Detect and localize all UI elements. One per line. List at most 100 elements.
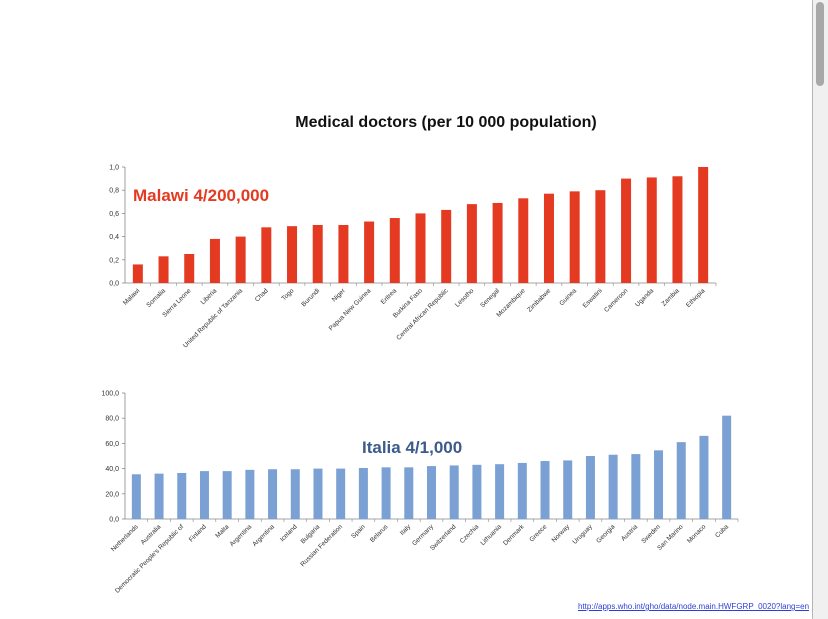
bottom-chart-category-label: Uruguay [572,523,595,546]
bottom-chart-bar [290,469,300,519]
bottom-chart-bar [427,466,436,519]
top-chart-bar [415,213,426,283]
bottom-chart-bar [381,467,391,519]
bottom-chart-category-label: Argentina [251,523,276,548]
top-chart-category-label: Malawi [122,287,141,306]
bottom-chart-y-tick-label: 80,0 [105,416,119,423]
bottom-chart-category-label: Argentina [229,523,254,548]
top-chart-bar [621,178,632,283]
bottom-chart-category-label: Monaco [686,523,708,545]
bottom-chart-category-label: Russian Federation [299,523,344,568]
top-chart-category-label: Niger [331,287,348,304]
top-chart-y-tick-label: 0,2 [109,257,119,264]
top-chart-bar [184,254,195,283]
top-chart-category-label: Uganda [634,287,655,308]
top-chart-y-tick-label: 0,0 [109,281,119,288]
top-chart-bar [132,264,143,283]
top-chart-bar [466,204,477,283]
bottom-chart-category-label: Australia [140,523,163,546]
top-chart-bar [441,209,452,283]
bottom-chart-bar [654,450,664,519]
top-chart-bar [312,225,323,283]
bottom-chart-y-tick-label: 60,0 [105,441,119,448]
scrollbar-track[interactable] [813,0,828,619]
bottom-chart-bar [154,473,164,519]
top-chart-category-label: Somalia [145,287,167,309]
bottom-chart-y-tick-label: 0,0 [109,517,119,524]
bottom-chart-category-label: Bulgaria [300,523,322,545]
chart-title: Medical doctors (per 10 000 population) [295,114,597,131]
bottom-chart-bar [449,465,459,519]
bottom-chart-bar [495,464,505,519]
top-chart-bar [595,190,606,283]
top-chart-bar [698,167,709,283]
top-chart-bar [543,193,554,283]
bottom-chart-y-tick-label: 40,0 [105,466,119,473]
bottom-chart-bar [676,442,686,519]
bottom-chart-y-tick-label: 100,0 [101,391,119,398]
top-chart-bar [158,256,169,283]
top-chart-bar [364,221,375,283]
top-chart-y-tick-label: 1,0 [109,165,119,172]
top-chart-bar [209,238,220,283]
top-chart-category-label: Central African Republic [395,287,450,342]
bottom-chart-bar [563,460,573,519]
top-chart-category-label: Zimbabwe [526,287,552,313]
bottom-chart-bar [517,462,527,519]
top-chart-y-tick-label: 0,4 [109,234,119,241]
bottom-chart-bar [131,474,141,519]
top-chart-y-tick-label: 0,8 [109,188,119,195]
top-chart-bar [287,226,298,283]
top-chart-category-label: Burundi [300,287,321,308]
bottom-chart-bar [699,435,709,519]
top-chart-category-label: Lesotho [454,287,476,309]
top-chart-bar [646,177,657,283]
top-chart-category-label: Eritrea [380,287,399,306]
top-chart-y-tick-label: 0,6 [109,211,119,218]
top-chart-category-label: Liberia [200,287,219,306]
bottom-chart-category-label: Iceland [279,523,299,543]
top-chart-bar [261,227,272,283]
bottom-chart-bar [404,467,414,519]
bottom-chart-bar [722,415,732,519]
bottom-chart-bar [268,469,278,519]
bottom-chart-category-label: Lithuania [479,523,503,547]
top-chart-bar [235,236,246,283]
bottom-chart-bar [631,454,641,519]
top-chart-category-label: Senegal [479,287,501,309]
top-chart-category-label: Ethiopia [685,287,707,309]
bottom-chart-bar [177,473,187,519]
top-chart-bar [569,191,580,283]
bottom-chart-annotation: Italia 4/1,000 [362,438,462,457]
top-chart-category-label: Cameroon [603,287,630,314]
bottom-chart-bar [245,469,255,519]
bottom-chart-category-label: Cuba [714,523,730,539]
top-chart-category-label: Eswatini [582,287,604,309]
bottom-chart-bar [336,468,346,519]
top-chart-bar [389,218,400,283]
bottom-chart-y-tick-label: 20,0 [105,491,119,498]
bottom-chart-bar [472,464,482,519]
bottom-chart-category-label: Malta [214,523,230,539]
bottom-chart-bar [199,471,209,519]
bottom-chart-bar [540,461,550,519]
bottom-chart-category-label: Denmark [502,523,526,547]
top-chart-bar [492,202,503,283]
top-chart-annotation: Malawi 4/200,000 [133,186,269,205]
top-chart-category-label: Chad [254,287,270,303]
source-link[interactable]: http://apps.who.int/gho/data/node.main.H… [578,602,810,611]
top-chart-bar [672,176,683,283]
scrollbar-thumb[interactable] [816,2,824,86]
bottom-chart-category-label: Netherlands [110,523,140,553]
bottom-chart-category-label: Belarus [369,523,390,544]
bottom-chart-bar [313,468,323,519]
top-chart-bar [338,225,349,283]
top-chart-bar [518,198,529,283]
bottom-chart-category-label: Greece [528,523,548,543]
bottom-chart-category-label: Czechia [459,523,481,545]
bottom-chart-bar [222,471,232,519]
top-chart-category-label: Guinea [558,287,578,307]
bottom-chart-category-label: Norway [551,523,572,544]
bottom-chart-bar [585,456,595,519]
